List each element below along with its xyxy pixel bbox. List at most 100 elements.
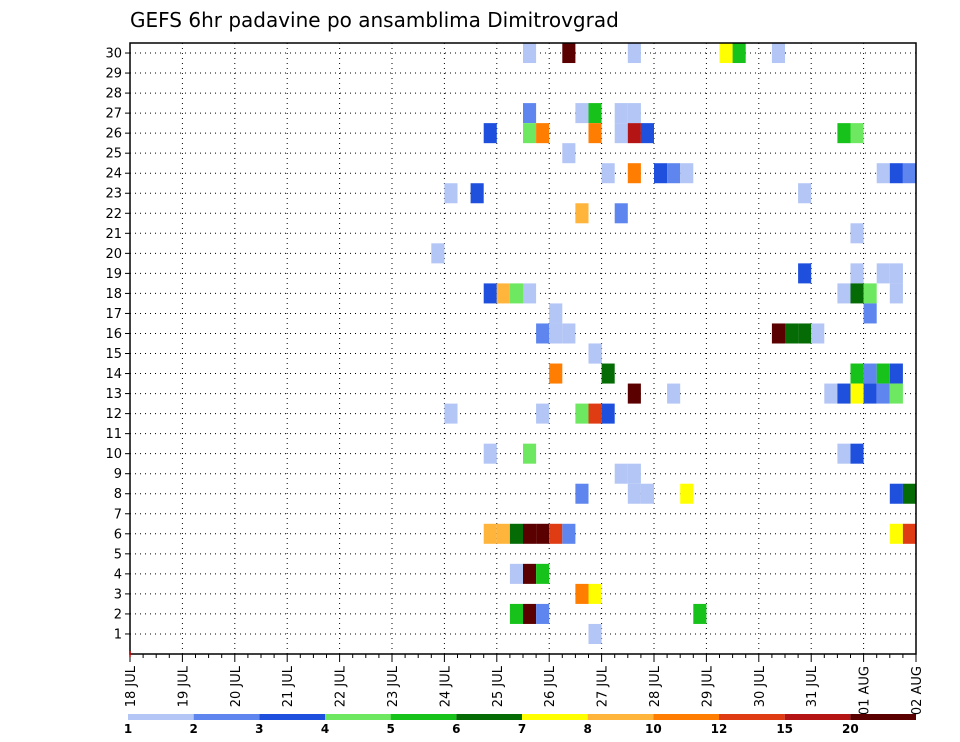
heatmap-cell <box>562 43 576 64</box>
heatmap-cell <box>588 403 602 424</box>
heatmap-cell <box>902 523 916 544</box>
heatmap-cell <box>889 383 903 404</box>
legend-label: 1 <box>124 722 132 736</box>
x-tick-label: 28 JUL <box>648 665 663 707</box>
heatmap-cell <box>732 43 746 64</box>
heatmap-cell <box>588 583 602 604</box>
heatmap-cell <box>771 323 785 344</box>
heatmap-cell <box>614 463 628 484</box>
heatmap-cell <box>850 223 864 244</box>
heatmap-cell <box>798 263 812 284</box>
heatmap-cell <box>863 303 877 324</box>
heatmap-cell <box>680 483 694 504</box>
heatmap-cell <box>667 163 681 184</box>
legend-swatch <box>259 714 325 720</box>
heatmap-cell <box>811 323 825 344</box>
heatmap-cell <box>889 523 903 544</box>
y-tick-label: 22 <box>105 207 122 222</box>
heatmap-cell <box>523 603 537 624</box>
x-tick-label: 01 AUG <box>858 666 873 715</box>
heatmap-cell <box>536 403 550 424</box>
y-tick-label: 27 <box>105 107 122 122</box>
legend-swatch <box>587 714 654 720</box>
heatmap-cell <box>680 163 694 184</box>
legend-label: 7 <box>518 722 526 736</box>
heatmap-cell <box>483 443 497 464</box>
legend-swatch <box>128 714 194 720</box>
heatmap-cell <box>444 403 458 424</box>
legend-label: 3 <box>255 722 263 736</box>
heatmap-cell <box>523 103 537 124</box>
heatmap-cell <box>509 603 523 624</box>
y-tick-label: 19 <box>105 267 122 282</box>
y-tick-label: 24 <box>105 167 122 182</box>
heatmap-cell <box>627 163 641 184</box>
legend-label: 12 <box>711 722 728 736</box>
y-tick-label: 26 <box>105 127 122 142</box>
heatmap-cell <box>614 203 628 224</box>
heatmap-cell <box>509 563 523 584</box>
y-tick-label: 4 <box>114 567 122 582</box>
heatmap-cell <box>889 283 903 304</box>
heatmap-cell <box>523 443 537 464</box>
heatmap-cell <box>640 123 654 144</box>
heatmap-cell <box>627 103 641 124</box>
heatmap-cell <box>549 303 563 324</box>
y-tick-label: 30 <box>105 47 122 62</box>
x-tick-label: 21 JUL <box>281 665 296 707</box>
x-tick-label: 29 JUL <box>700 665 715 707</box>
heatmap-cell <box>536 123 550 144</box>
heatmap-cell <box>601 403 615 424</box>
heatmap-cell <box>693 603 707 624</box>
legend-label: 5 <box>386 722 394 736</box>
heatmap-cell <box>719 43 733 64</box>
x-tick-label: 26 JUL <box>543 665 558 707</box>
heatmap-cell <box>889 483 903 504</box>
heatmap-cell <box>601 163 615 184</box>
heatmap-cell <box>837 123 851 144</box>
legend-label: 20 <box>842 722 859 736</box>
heatmap-cell <box>496 283 510 304</box>
y-tick-label: 12 <box>105 407 122 422</box>
heatmap-cells <box>431 43 916 644</box>
heatmap-cell <box>889 263 903 284</box>
heatmap-cell <box>863 283 877 304</box>
heatmap-cell <box>588 103 602 124</box>
legend-swatch <box>522 714 588 720</box>
heatmap-cell <box>850 363 864 384</box>
y-tick-label: 13 <box>105 387 122 402</box>
y-tick-label: 5 <box>114 547 122 562</box>
y-tick-label: 16 <box>105 327 122 342</box>
heatmap-cell <box>850 123 864 144</box>
heatmap-cell <box>654 163 668 184</box>
legend-label: 10 <box>645 722 662 736</box>
heatmap-cell <box>798 323 812 344</box>
y-tick-label: 3 <box>114 587 122 602</box>
heatmap-cell <box>850 443 864 464</box>
heatmap-cell <box>824 383 838 404</box>
heatmap-cell <box>614 103 628 124</box>
heatmap-cell <box>575 583 589 604</box>
heatmap-cell <box>876 163 890 184</box>
x-tick-label: 27 JUL <box>596 665 611 707</box>
heatmap-cell <box>667 383 681 404</box>
y-tick-label: 15 <box>105 347 122 362</box>
heatmap-cell <box>627 483 641 504</box>
y-tick-label: 21 <box>105 227 122 242</box>
heatmap-cell <box>575 403 589 424</box>
heatmap-cell <box>627 383 641 404</box>
legend-swatch <box>850 714 916 720</box>
x-tick-label: 02 AUG <box>910 666 925 715</box>
y-tick-label: 18 <box>105 287 122 302</box>
heatmap-cell <box>470 183 484 204</box>
heatmap-cell <box>640 483 654 504</box>
heatmap-cell <box>785 323 799 344</box>
heatmap-cell <box>483 283 497 304</box>
heatmap-cell <box>549 523 563 544</box>
heatmap-cell <box>601 363 615 384</box>
heatmap-cell <box>523 563 537 584</box>
y-tick-label: 2 <box>114 607 122 622</box>
y-axis: 1234567891011121314151617181920212223242… <box>105 47 130 642</box>
legend-label: 8 <box>583 722 591 736</box>
heatmap-cell <box>863 363 877 384</box>
